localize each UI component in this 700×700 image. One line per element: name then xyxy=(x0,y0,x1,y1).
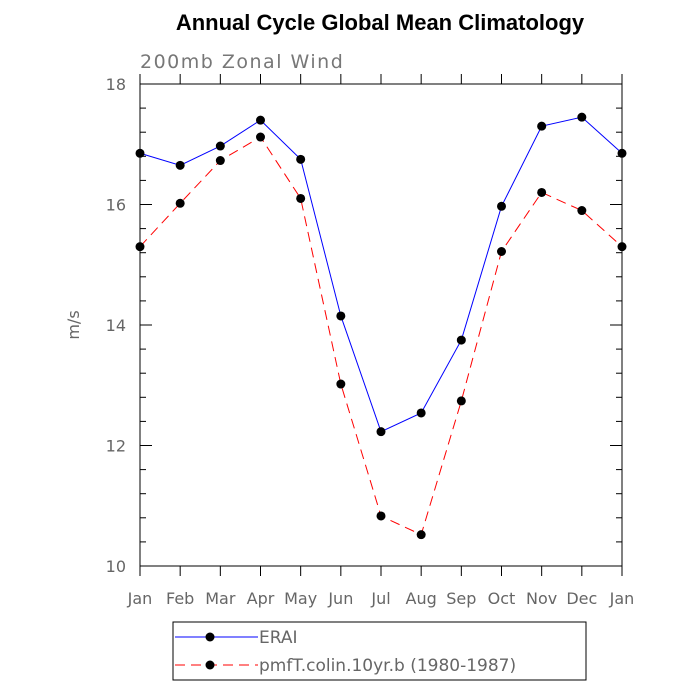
y-tick-label: 10 xyxy=(106,557,126,576)
x-tick-label: Jun xyxy=(327,589,353,608)
x-tick-label: Sep xyxy=(446,589,476,608)
data-point-pmft xyxy=(135,242,145,252)
x-tick-label: Jan xyxy=(127,589,153,608)
y-axis-label: m/s xyxy=(64,310,83,339)
data-point-erai xyxy=(376,427,386,437)
data-point-pmft xyxy=(577,206,587,216)
data-point-erai xyxy=(537,121,547,131)
axis-tick-labels: 10 12 14 16 18 Jan Feb Mar Apr May Jun Jul Aug Sep Oct… xyxy=(106,75,635,608)
x-tick-label: Dec xyxy=(566,589,597,608)
data-point-pmft xyxy=(336,379,346,389)
data-point-erai xyxy=(456,335,466,345)
plot-frame xyxy=(139,83,623,567)
data-point-erai xyxy=(497,201,506,211)
data-point-erai xyxy=(296,154,306,164)
data-point-erai xyxy=(416,408,426,418)
x-tick-label: Aug xyxy=(406,589,437,608)
data-point-pmft xyxy=(416,530,426,540)
data-point-pmft xyxy=(456,396,466,406)
legend-marker-pmft xyxy=(205,660,215,670)
x-tick-label: May xyxy=(284,589,317,608)
y-tick-label: 18 xyxy=(106,75,126,94)
data-point-pmft xyxy=(376,511,386,521)
data-point-pmft xyxy=(617,242,627,252)
data-point-pmft xyxy=(175,198,185,208)
data-point-pmft xyxy=(256,132,265,142)
series-line-erai xyxy=(139,116,623,433)
data-point-erai xyxy=(135,148,145,158)
legend-box xyxy=(172,621,587,681)
data-point-erai xyxy=(256,115,265,125)
data-point-erai xyxy=(617,148,627,158)
data-point-pmft xyxy=(497,246,506,256)
x-tick-label: Apr xyxy=(247,589,275,608)
legend-label-erai: ERAI xyxy=(259,628,298,648)
data-point-pmft xyxy=(537,187,547,197)
data-point-pmft xyxy=(215,156,225,166)
x-tick-label: Feb xyxy=(166,589,194,608)
legend-marker-erai xyxy=(205,632,215,642)
y-tick-label: 16 xyxy=(106,196,126,215)
data-point-erai xyxy=(577,112,587,122)
data-point-erai xyxy=(175,160,185,170)
x-tick-label: Oct xyxy=(488,589,516,608)
y-tick-label: 14 xyxy=(106,316,126,335)
data-point-erai xyxy=(215,141,225,151)
data-point-pmft xyxy=(296,193,306,203)
chart-subtitle: 200mb Zonal Wind xyxy=(140,51,344,73)
x-tick-label: Nov xyxy=(526,589,557,608)
series-layer xyxy=(135,112,627,540)
axis-ticks xyxy=(139,74,623,576)
x-tick-label: Jan xyxy=(609,589,635,608)
x-tick-label: Jul xyxy=(370,589,390,608)
legend: ERAI pmfT.colin.10yr.b (1980-1987) xyxy=(172,621,587,681)
chart-title: Annual Cycle Global Mean Climatology xyxy=(176,10,585,35)
series-line-pmft xyxy=(139,136,623,536)
x-tick-label: Mar xyxy=(205,589,236,608)
y-tick-label: 12 xyxy=(106,437,126,456)
legend-label-pmft: pmfT.colin.10yr.b (1980-1987) xyxy=(259,656,516,676)
data-point-erai xyxy=(336,311,346,321)
